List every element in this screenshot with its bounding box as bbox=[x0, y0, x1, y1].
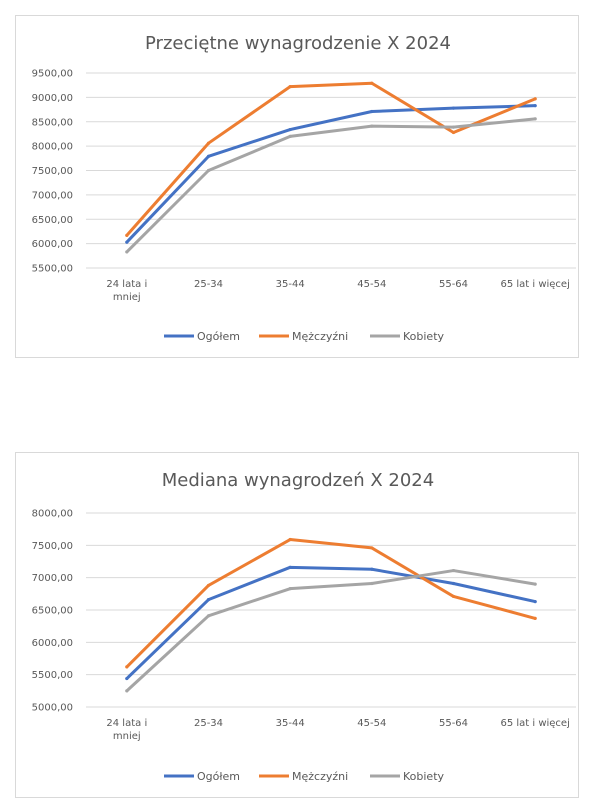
data-point bbox=[370, 546, 374, 550]
x-tick-label: 25-34 bbox=[194, 279, 223, 290]
y-tick-label: 9000,00 bbox=[32, 93, 73, 104]
data-point bbox=[125, 676, 129, 681]
x-tick-label: 24 lata i bbox=[106, 718, 147, 729]
y-tick-label: 9500,00 bbox=[32, 69, 73, 80]
data-point bbox=[451, 594, 456, 599]
data-point bbox=[533, 117, 537, 121]
legend-label: Mężczyźni bbox=[292, 770, 348, 783]
data-point bbox=[370, 81, 374, 85]
legend-label: Kobiety bbox=[403, 770, 445, 783]
y-tick-label: 6500,00 bbox=[32, 215, 73, 226]
y-tick-label: 6000,00 bbox=[32, 638, 73, 649]
legend-label: Kobiety bbox=[403, 330, 445, 343]
data-point bbox=[125, 250, 129, 254]
data-point bbox=[206, 168, 211, 173]
x-tick-label: 45-54 bbox=[357, 718, 386, 729]
data-point bbox=[533, 104, 537, 108]
x-tick-label: 55-64 bbox=[439, 279, 468, 290]
y-tick-label: 6500,00 bbox=[32, 606, 73, 617]
legend-label: Mężczyźni bbox=[292, 330, 348, 343]
y-tick-label: 5500,00 bbox=[32, 670, 73, 681]
x-tick-label: 35-44 bbox=[276, 279, 305, 290]
x-tick-label: 35-44 bbox=[276, 718, 305, 729]
data-point bbox=[533, 582, 537, 586]
data-point bbox=[451, 125, 456, 129]
x-tick-label: 24 lata i bbox=[106, 279, 147, 290]
x-tick-label: mniej bbox=[113, 731, 141, 742]
chart-title: Mediana wynagrodzeń X 2024 bbox=[162, 470, 434, 491]
data-point bbox=[206, 141, 211, 145]
data-point bbox=[288, 127, 292, 132]
data-point bbox=[206, 614, 211, 618]
legend-label: Ogółem bbox=[197, 770, 240, 783]
data-point bbox=[288, 565, 292, 569]
data-point bbox=[451, 106, 456, 110]
chart-svg-median-salary: Mediana wynagrodzeń X 2024 8000,00 7500,00… bbox=[32, 470, 576, 783]
series-line bbox=[125, 565, 537, 681]
data-point bbox=[533, 599, 537, 604]
series-line bbox=[125, 117, 537, 254]
x-tick-label: 65 lat i więcej bbox=[500, 279, 569, 290]
data-point bbox=[288, 537, 292, 542]
y-tick-label: 7000,00 bbox=[32, 573, 73, 584]
x-tick-label: 55-64 bbox=[439, 718, 468, 729]
x-tick-label: 45-54 bbox=[357, 279, 386, 290]
y-tick-label: 8500,00 bbox=[32, 117, 73, 128]
data-point bbox=[206, 583, 211, 588]
data-point bbox=[206, 598, 211, 602]
legend-label: Ogółem bbox=[197, 330, 240, 343]
data-point bbox=[125, 233, 129, 237]
data-point bbox=[451, 130, 456, 135]
series-line bbox=[125, 538, 537, 669]
data-point bbox=[125, 689, 129, 693]
y-tick-label: 7500,00 bbox=[32, 166, 73, 177]
data-point bbox=[451, 568, 456, 573]
chart-svg-average-salary: Przeciętne wynagrodzenie X 2024 9500,00 90… bbox=[32, 33, 576, 343]
y-tick-label: 7500,00 bbox=[32, 541, 73, 552]
data-point bbox=[533, 97, 537, 101]
data-point bbox=[206, 154, 211, 158]
chart-median-salary: Mediana wynagrodzeń X 2024 8000,00 7500,00… bbox=[15, 452, 579, 798]
data-point bbox=[288, 85, 292, 89]
y-tick-label: 8000,00 bbox=[32, 142, 73, 153]
chart-average-salary: Przeciętne wynagrodzenie X 2024 9500,00 90… bbox=[15, 15, 579, 358]
data-point bbox=[370, 567, 374, 571]
y-tick-label: 5000,00 bbox=[32, 703, 73, 714]
y-tick-label: 8000,00 bbox=[32, 509, 73, 520]
y-tick-label: 6000,00 bbox=[32, 239, 73, 250]
x-tick-label: 25-34 bbox=[194, 718, 223, 729]
x-tick-label: mniej bbox=[113, 292, 141, 303]
data-point bbox=[125, 665, 129, 669]
data-point bbox=[125, 240, 129, 244]
data-point bbox=[370, 581, 374, 586]
data-point bbox=[288, 587, 292, 591]
x-tick-label: 65 lat i więcej bbox=[500, 718, 569, 729]
data-point bbox=[451, 581, 456, 586]
data-point bbox=[370, 109, 374, 114]
y-tick-label: 7000,00 bbox=[32, 190, 73, 201]
chart-title: Przeciętne wynagrodzenie X 2024 bbox=[145, 33, 451, 54]
series-line bbox=[125, 569, 537, 693]
data-point bbox=[370, 124, 374, 128]
data-point bbox=[288, 134, 292, 138]
series-line bbox=[125, 104, 537, 244]
y-tick-label: 5500,00 bbox=[32, 264, 73, 275]
data-point bbox=[533, 616, 537, 621]
